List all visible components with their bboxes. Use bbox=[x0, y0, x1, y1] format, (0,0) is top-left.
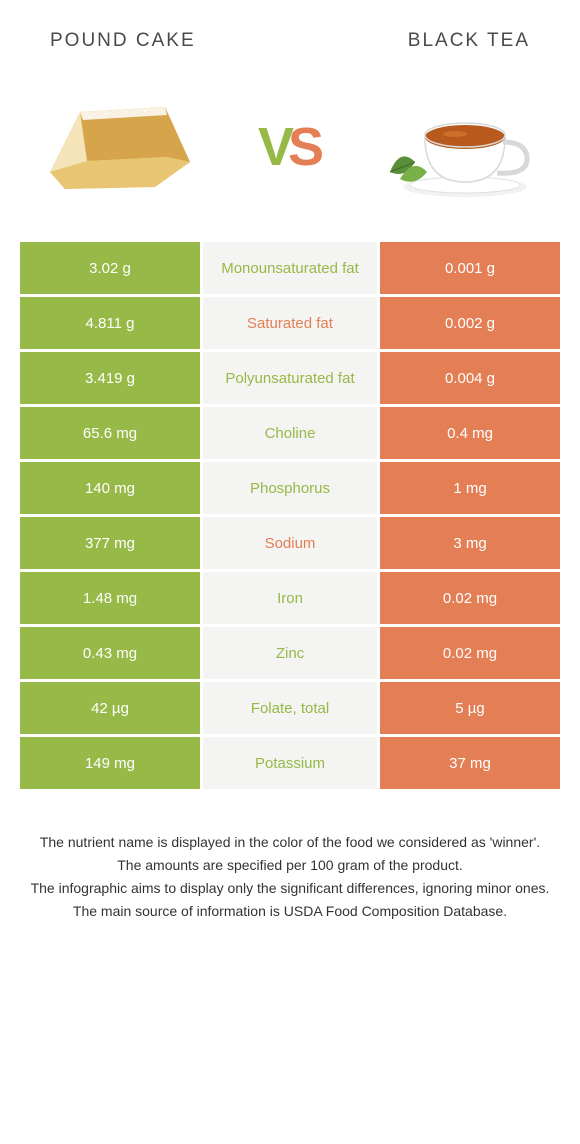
tea-icon bbox=[375, 87, 545, 207]
table-row: 0.43 mgZinc0.02 mg bbox=[20, 627, 560, 679]
table-row: 149 mgPotassium37 mg bbox=[20, 737, 560, 789]
table-row: 65.6 mgCholine0.4 mg bbox=[20, 407, 560, 459]
footer-notes: The nutrient name is displayed in the co… bbox=[0, 792, 580, 944]
table-row: 140 mgPhosphorus1 mg bbox=[20, 462, 560, 514]
header: POUND CAKE BLACK TEA bbox=[0, 0, 580, 62]
pound-cake-image bbox=[30, 82, 210, 212]
nutrient-name: Saturated fat bbox=[203, 297, 377, 349]
left-value: 65.6 mg bbox=[20, 407, 200, 459]
left-value: 3.02 g bbox=[20, 242, 200, 294]
right-value: 3 mg bbox=[380, 517, 560, 569]
footer-line-1: The nutrient name is displayed in the co… bbox=[30, 832, 550, 853]
footer-line-3: The infographic aims to display only the… bbox=[30, 878, 550, 899]
footer-line-2: The amounts are specified per 100 gram o… bbox=[30, 855, 550, 876]
right-value: 0.02 mg bbox=[380, 572, 560, 624]
right-value: 0.02 mg bbox=[380, 627, 560, 679]
left-food-title: POUND CAKE bbox=[50, 30, 196, 52]
table-row: 377 mgSodium3 mg bbox=[20, 517, 560, 569]
vs-s: S bbox=[288, 120, 322, 174]
left-value: 140 mg bbox=[20, 462, 200, 514]
left-value: 149 mg bbox=[20, 737, 200, 789]
right-value: 0.004 g bbox=[380, 352, 560, 404]
left-value: 377 mg bbox=[20, 517, 200, 569]
vs-label: V S bbox=[258, 120, 322, 174]
nutrient-name: Phosphorus bbox=[203, 462, 377, 514]
nutrient-name: Choline bbox=[203, 407, 377, 459]
cake-icon bbox=[35, 87, 205, 207]
nutrient-name: Folate, total bbox=[203, 682, 377, 734]
table-row: 4.811 gSaturated fat0.002 g bbox=[20, 297, 560, 349]
right-value: 0.4 mg bbox=[380, 407, 560, 459]
right-value: 37 mg bbox=[380, 737, 560, 789]
right-value: 5 µg bbox=[380, 682, 560, 734]
hero-row: V S bbox=[0, 62, 580, 242]
nutrient-name: Sodium bbox=[203, 517, 377, 569]
nutrient-name: Iron bbox=[203, 572, 377, 624]
table-row: 42 µgFolate, total5 µg bbox=[20, 682, 560, 734]
right-value: 1 mg bbox=[380, 462, 560, 514]
nutrient-name: Zinc bbox=[203, 627, 377, 679]
left-value: 1.48 mg bbox=[20, 572, 200, 624]
right-value: 0.001 g bbox=[380, 242, 560, 294]
left-value: 4.811 g bbox=[20, 297, 200, 349]
table-row: 1.48 mgIron0.02 mg bbox=[20, 572, 560, 624]
right-value: 0.002 g bbox=[380, 297, 560, 349]
table-row: 3.419 gPolyunsaturated fat0.004 g bbox=[20, 352, 560, 404]
nutrient-name: Potassium bbox=[203, 737, 377, 789]
left-value: 42 µg bbox=[20, 682, 200, 734]
left-value: 3.419 g bbox=[20, 352, 200, 404]
footer-line-4: The main source of information is USDA F… bbox=[30, 901, 550, 922]
table-row: 3.02 gMonounsaturated fat0.001 g bbox=[20, 242, 560, 294]
nutrient-name: Monounsaturated fat bbox=[203, 242, 377, 294]
right-food-title: BLACK TEA bbox=[408, 30, 530, 52]
nutrient-name: Polyunsaturated fat bbox=[203, 352, 377, 404]
nutrient-table: 3.02 gMonounsaturated fat0.001 g4.811 gS… bbox=[0, 242, 580, 789]
left-value: 0.43 mg bbox=[20, 627, 200, 679]
vs-v: V bbox=[258, 120, 292, 174]
black-tea-image bbox=[370, 82, 550, 212]
